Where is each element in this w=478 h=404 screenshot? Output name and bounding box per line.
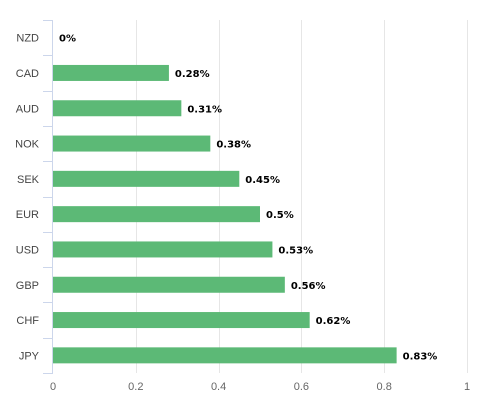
bar-aud [53, 100, 182, 117]
category-label-nzd: NZD [16, 33, 39, 45]
bar-chf [53, 312, 310, 329]
bar-sek [53, 170, 240, 187]
category-label-chf: CHF [16, 315, 39, 327]
data-label-gbp: 0.56% [291, 281, 326, 292]
category-label-gbp: GBP [16, 280, 39, 292]
bar-jpy [53, 347, 397, 364]
bar-nok [53, 135, 211, 152]
data-label-nzd: 0% [59, 34, 76, 45]
x-tick-label-3: 0.6 [294, 381, 309, 393]
category-label-cad: CAD [16, 68, 39, 80]
data-label-nok: 0.38% [216, 140, 251, 151]
x-tick-label-1: 0.2 [128, 381, 143, 393]
x-tick-label-2: 0.4 [211, 381, 226, 393]
data-label-eur: 0.5% [266, 210, 294, 221]
category-label-aud: AUD [16, 103, 39, 115]
category-label-nok: NOK [15, 139, 40, 151]
data-label-aud: 0.31% [187, 104, 222, 115]
data-label-jpy: 0.83% [403, 351, 438, 362]
x-tick-label-5: 1 [464, 381, 470, 393]
data-label-chf: 0.62% [316, 316, 351, 327]
category-label-jpy: JPY [19, 350, 40, 362]
axes [43, 20, 53, 374]
category-label-eur: EUR [16, 209, 39, 221]
data-label-usd: 0.53% [278, 245, 313, 256]
data-label-cad: 0.28% [175, 69, 210, 80]
bar-cad [53, 64, 169, 81]
labels: 0 0.2 0.4 0.6 0.8 1 NZD 0% CAD 0.28% AUD 0.31% NOK 0.… [15, 33, 470, 393]
bars [53, 64, 397, 364]
bar-gbp [53, 276, 285, 293]
data-label-sek: 0.45% [245, 175, 280, 186]
x-tick-label-0: 0 [50, 381, 56, 393]
x-tick-label-4: 0.8 [377, 381, 392, 393]
category-label-usd: USD [16, 244, 39, 256]
bar-usd [53, 241, 273, 258]
bar-eur [53, 206, 260, 223]
category-label-sek: SEK [17, 174, 40, 186]
